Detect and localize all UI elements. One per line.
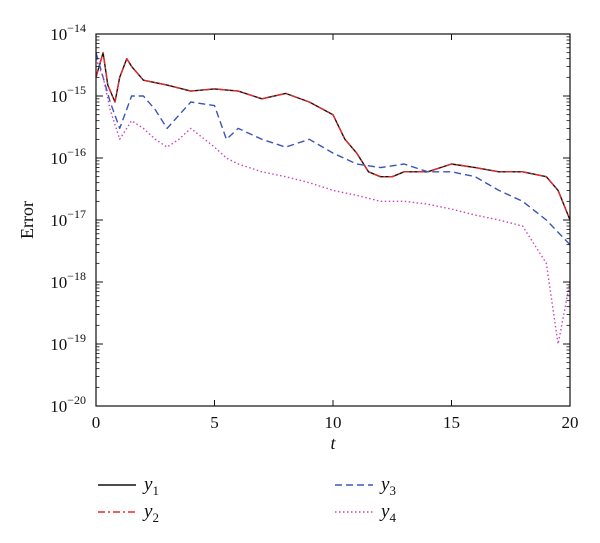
y-tick-exponent: −14 — [67, 21, 86, 35]
y-tick-exponent: −15 — [67, 83, 86, 97]
y-tick-base: 10 — [50, 397, 67, 416]
y-tick-label: 10−20 — [50, 393, 86, 416]
legend-label-main: y — [142, 474, 153, 495]
legend-label-y1: y1 — [142, 474, 159, 498]
series-line-y3 — [95, 52, 571, 246]
y-tick-exponent: −17 — [67, 207, 86, 221]
y-tick-base: 10 — [50, 335, 67, 354]
y-tick-base: 10 — [50, 87, 67, 106]
y-tick-label: 10−15 — [50, 83, 86, 106]
y-tick-exponent: −19 — [67, 331, 86, 345]
legend-label-y2: y2 — [142, 501, 159, 525]
x-tick-label: 5 — [210, 413, 219, 432]
legend-label-sub: 2 — [152, 510, 159, 525]
y-tick-base: 10 — [50, 273, 67, 292]
y-tick-exponent: −16 — [67, 145, 86, 159]
y-tick-label: 10−17 — [50, 207, 86, 230]
x-axis: 0 5 10 15 20 — [92, 34, 579, 432]
x-tick-label: 0 — [92, 413, 101, 432]
x-tick-label: 10 — [325, 413, 342, 432]
series-line-y2 — [95, 52, 571, 221]
series-line-y1 — [95, 52, 571, 221]
legend-label-sub: 1 — [152, 483, 159, 498]
x-tick-label: 15 — [443, 413, 460, 432]
y-tick-label: 10−18 — [50, 269, 86, 292]
y-tick-base: 10 — [50, 149, 67, 168]
legend-label-main: y — [379, 474, 390, 495]
legend-label-main: y — [379, 501, 390, 522]
series-line-y4 — [95, 58, 571, 345]
series-lines — [95, 52, 571, 345]
legend-label-main: y — [142, 501, 153, 522]
y-tick-label: 10−16 — [50, 145, 86, 168]
legend-label-sub: 4 — [389, 510, 396, 525]
y-tick-label: 10−14 — [50, 21, 86, 44]
legend-label-y4: y4 — [379, 501, 396, 525]
y-tick-base: 10 — [50, 25, 67, 44]
legend-label-y3: y3 — [379, 474, 396, 498]
y-tick-exponent: −20 — [67, 393, 86, 407]
y-axis-title: Error — [17, 201, 37, 239]
legend-label-sub: 3 — [389, 483, 396, 498]
y-tick-exponent: −18 — [67, 269, 86, 283]
x-axis-title: t — [330, 433, 336, 453]
x-tick-label: 20 — [562, 413, 579, 432]
y-tick-label: 10−19 — [50, 331, 86, 354]
y-tick-base: 10 — [50, 211, 67, 230]
